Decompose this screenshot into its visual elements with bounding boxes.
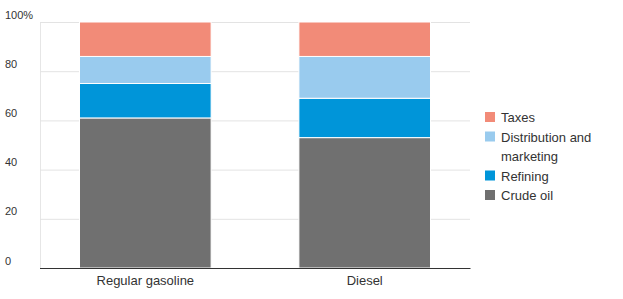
x-tick: Diesel (347, 268, 383, 288)
grid-line (40, 268, 470, 269)
y-tick-label: 0 (5, 255, 11, 267)
series (79, 22, 430, 56)
legend-swatch (485, 171, 495, 181)
bar-segment (299, 98, 431, 137)
legend-swatch (485, 190, 495, 200)
legend: Taxes Distribution and marketing Refining Cr… (485, 110, 591, 203)
legend-item: Distribution and marketing (485, 130, 591, 165)
legend-label: Refining (501, 169, 549, 184)
legend-label: Taxes (501, 110, 535, 125)
legend-label-line: Crude oil (501, 188, 553, 203)
x-tick-label: Diesel (347, 273, 383, 288)
bar-segment (299, 138, 431, 268)
y-tick-label: 100% (5, 9, 33, 21)
series (79, 118, 430, 268)
y-axis-line (40, 23, 41, 269)
x-axis: Regular gasoline Diesel (41, 268, 471, 288)
y-tick-label: 40 (5, 156, 17, 168)
bar-segment (299, 22, 431, 56)
legend-item: Crude oil (485, 188, 553, 203)
chart: 0 20 40 60 80 100% Regular gasoline Diesel Taxes… (0, 0, 623, 299)
y-tick: 100% (5, 9, 470, 23)
legend-item: Refining (485, 169, 549, 184)
bar-segment (79, 84, 211, 118)
legend-label-line: Distribution and (501, 130, 591, 145)
bar-segment (79, 22, 211, 56)
y-axis: 0 20 40 60 80 100% (5, 9, 470, 269)
legend-label-line: marketing (501, 149, 558, 164)
y-tick-label: 20 (5, 205, 17, 217)
legend-swatch (485, 132, 495, 142)
legend-label-line: Taxes (501, 110, 535, 125)
x-axis-line (41, 268, 471, 269)
y-tick-label: 60 (5, 107, 17, 119)
bar-segment (79, 56, 211, 83)
bar-segment (79, 118, 211, 268)
legend-label: Distribution and marketing (501, 130, 591, 165)
legend-label: Crude oil (501, 188, 553, 203)
series (79, 56, 430, 98)
legend-swatch (485, 112, 495, 122)
bar-segment (299, 56, 431, 98)
legend-item: Taxes (485, 110, 535, 125)
x-tick: Regular gasoline (97, 268, 195, 288)
y-tick-label: 80 (5, 58, 17, 70)
x-tick-label: Regular gasoline (97, 273, 195, 288)
bars (79, 22, 430, 268)
legend-label-line: Refining (501, 169, 549, 184)
